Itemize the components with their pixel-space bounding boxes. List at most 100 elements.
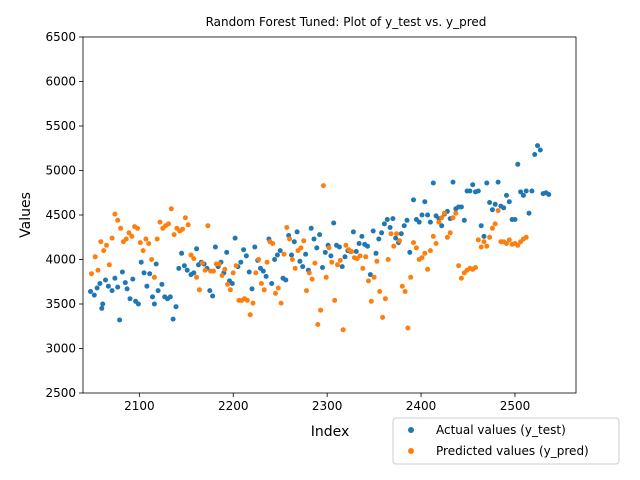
- point-actual: [478, 223, 484, 229]
- point-actual: [489, 207, 495, 213]
- point-predicted: [495, 208, 501, 214]
- point-predicted: [366, 278, 371, 284]
- point-actual: [207, 288, 213, 294]
- x-tick-label: 2100: [124, 399, 155, 413]
- point-actual: [458, 204, 464, 210]
- point-actual: [384, 217, 390, 222]
- legend-marker-actual: [408, 427, 414, 433]
- point-actual: [119, 269, 125, 275]
- point-predicted: [199, 260, 205, 266]
- point-predicted: [230, 270, 236, 276]
- point-predicted: [95, 267, 101, 273]
- point-predicted: [506, 237, 512, 243]
- point-predicted: [337, 257, 343, 263]
- point-predicted: [368, 298, 374, 304]
- point-actual: [100, 301, 106, 307]
- point-predicted: [380, 314, 386, 320]
- point-actual: [320, 265, 325, 270]
- point-actual: [238, 259, 244, 265]
- point-predicted: [140, 248, 146, 254]
- point-actual: [501, 205, 507, 211]
- point-actual: [506, 199, 512, 205]
- point-actual: [300, 264, 306, 270]
- point-actual: [153, 261, 159, 267]
- point-predicted: [371, 274, 377, 280]
- point-predicted: [149, 257, 155, 262]
- point-actual: [393, 235, 399, 241]
- point-actual: [124, 286, 130, 292]
- point-predicted: [447, 230, 453, 236]
- point-predicted: [320, 183, 326, 189]
- point-predicted: [473, 265, 478, 270]
- point-predicted: [397, 238, 402, 244]
- x-axis-label: Index: [311, 424, 350, 440]
- point-predicted: [478, 244, 484, 250]
- point-predicted: [154, 236, 160, 242]
- y-tick-label: 4000: [45, 253, 76, 267]
- point-actual: [370, 228, 376, 234]
- point-actual: [138, 259, 144, 265]
- point-actual: [263, 273, 269, 279]
- point-actual: [535, 143, 540, 149]
- point-actual: [546, 192, 552, 197]
- point-actual: [398, 231, 404, 237]
- point-actual: [495, 179, 501, 185]
- point-actual: [88, 289, 93, 294]
- point-actual: [246, 269, 252, 275]
- point-actual: [103, 277, 108, 283]
- point-predicted: [129, 233, 135, 239]
- point-actual: [176, 265, 182, 271]
- point-predicted: [475, 237, 481, 243]
- point-actual: [401, 223, 407, 229]
- point-actual: [283, 277, 289, 283]
- point-predicted: [515, 242, 521, 248]
- y-tick-label: 6000: [45, 75, 76, 89]
- point-predicted: [275, 285, 281, 291]
- point-actual: [328, 253, 334, 259]
- y-tick-label: 2500: [45, 386, 76, 400]
- point-actual: [439, 223, 445, 229]
- point-predicted: [278, 300, 284, 306]
- point-predicted: [318, 307, 324, 313]
- point-predicted: [270, 241, 276, 246]
- point-actual: [487, 200, 493, 205]
- point-actual: [467, 188, 473, 194]
- point-actual: [470, 182, 476, 188]
- point-actual: [430, 180, 436, 186]
- point-predicted: [143, 236, 149, 242]
- point-predicted: [458, 275, 464, 281]
- point-predicted: [104, 242, 109, 248]
- x-tick-label: 2200: [218, 399, 249, 413]
- y-axis-label: Values: [18, 192, 34, 238]
- point-predicted: [413, 245, 419, 251]
- point-predicted: [222, 266, 228, 272]
- legend-marker-predicted: [408, 448, 414, 454]
- point-actual: [367, 272, 373, 278]
- point-predicted: [98, 239, 104, 245]
- point-actual: [532, 152, 538, 157]
- series-predicted: [89, 183, 529, 333]
- point-actual: [526, 210, 532, 216]
- point-predicted: [250, 300, 256, 306]
- point-predicted: [433, 241, 439, 246]
- point-predicted: [188, 252, 194, 258]
- point-predicted: [487, 234, 493, 240]
- point-predicted: [151, 274, 157, 280]
- point-predicted: [126, 230, 132, 236]
- point-actual: [461, 217, 467, 223]
- point-actual: [359, 233, 365, 239]
- point-predicted: [436, 219, 442, 225]
- point-actual: [184, 267, 190, 273]
- point-predicted: [301, 238, 307, 244]
- point-predicted: [391, 243, 397, 249]
- point-predicted: [182, 215, 188, 221]
- point-predicted: [196, 287, 202, 293]
- point-actual: [179, 250, 185, 256]
- point-actual: [260, 268, 266, 274]
- point-predicted: [492, 221, 498, 227]
- point-predicted: [247, 312, 253, 318]
- point-actual: [229, 281, 235, 286]
- x-tick-label: 2300: [312, 399, 343, 413]
- point-actual: [135, 301, 141, 307]
